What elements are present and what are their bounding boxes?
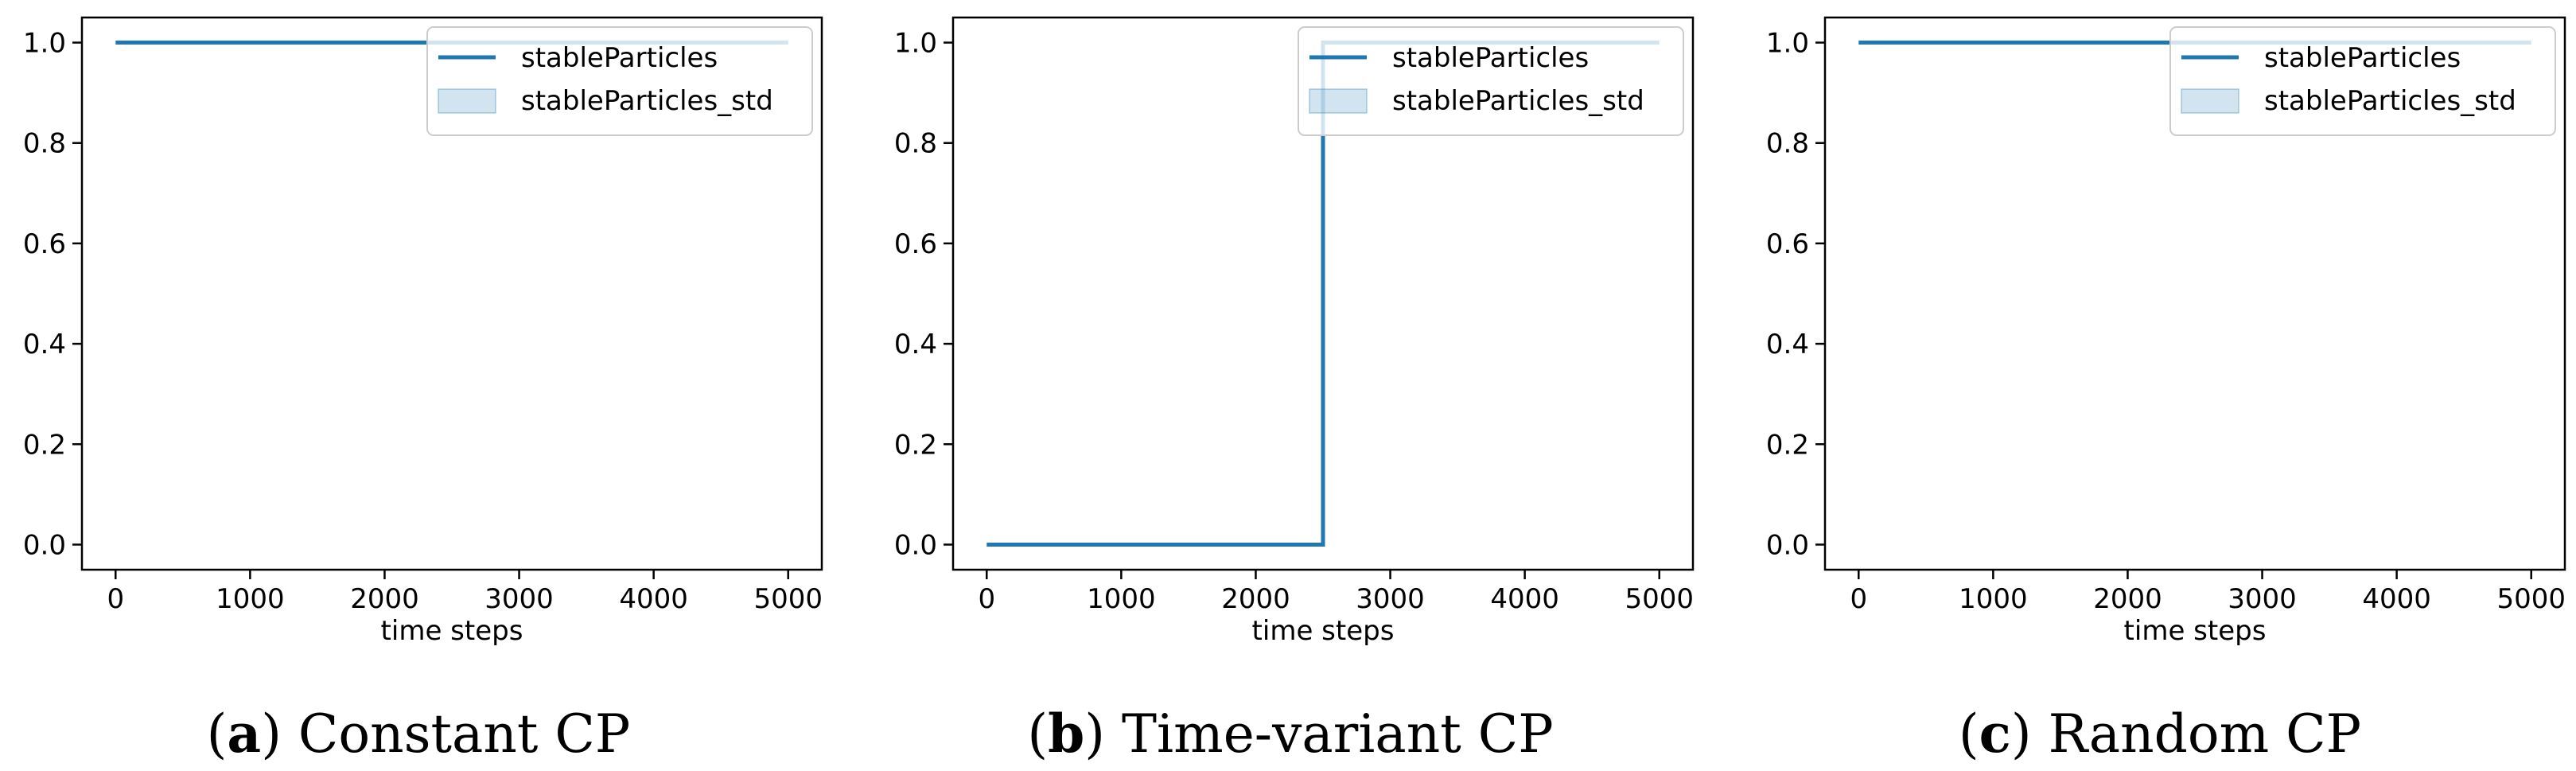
x-tick-label: 0	[978, 583, 995, 615]
x-tick-label: 4000	[2362, 583, 2431, 615]
x-tick-label: 1000	[216, 583, 285, 615]
y-tick-label: 0.8	[23, 128, 66, 160]
legend-box	[1298, 26, 1684, 136]
subfigure-caption: (c) Random CP	[1959, 703, 2361, 765]
legend-box	[2169, 26, 2556, 136]
y-tick-label: 0.0	[1766, 529, 1809, 561]
legend-label: stableParticles	[2264, 42, 2461, 74]
y-tick-label: 0.2	[894, 429, 937, 461]
x-tick-label: 5000	[2496, 583, 2566, 615]
axes-frame	[1823, 16, 2566, 571]
y-tick-label: 0.2	[23, 429, 66, 461]
y-tick-label: 1.0	[23, 28, 66, 60]
legend-label: stableParticles_std	[2264, 85, 2516, 117]
y-tick-label: 0.6	[894, 228, 937, 260]
y-tick-label: 0.8	[894, 128, 937, 160]
x-tick-label: 1000	[1087, 583, 1156, 615]
x-tick-label: 3000	[484, 583, 554, 615]
y-tick-label: 0.6	[1766, 228, 1809, 260]
x-tick-label: 0	[1850, 583, 1867, 615]
y-tick-label: 0.4	[23, 329, 66, 360]
legend-label: stableParticles	[521, 42, 718, 74]
y-tick-label: 0.4	[1766, 329, 1809, 360]
y-tick-label: 0.4	[894, 329, 937, 360]
axes-frame	[80, 16, 823, 571]
y-tick-label: 1.0	[894, 28, 937, 60]
x-tick-label: 2000	[1221, 583, 1290, 615]
x-tick-label: 0	[107, 583, 124, 615]
x-tick-label: 4000	[1490, 583, 1559, 615]
x-tick-label: 2000	[350, 583, 419, 615]
x-tick-label: 2000	[2093, 583, 2162, 615]
legend-label: stableParticles	[1392, 42, 1589, 74]
x-tick-label: 3000	[2228, 583, 2297, 615]
legend-box	[426, 26, 813, 136]
y-tick-label: 0.8	[1766, 128, 1809, 160]
chart-panel-a: 0 1000 2000 3000 4000 5000 0.0 0.2 0.4 0.6 0.8 1.0 t…	[23, 16, 823, 765]
y-tick-label: 0.2	[1766, 429, 1809, 461]
x-tick-label: 4000	[619, 583, 688, 615]
legend-band-swatch	[1309, 88, 1368, 114]
subfigure-caption: (b) Time-variant CP	[1027, 703, 1553, 765]
subfigure-caption: (a) Constant CP	[207, 703, 631, 765]
x-tick-label: 3000	[1356, 583, 1425, 615]
y-tick-label: 0.0	[894, 529, 937, 561]
x-tick-label: 5000	[753, 583, 823, 615]
legend-label: stableParticles_std	[521, 85, 773, 117]
legend-band-swatch	[438, 88, 496, 114]
x-axis-label: time steps	[381, 615, 523, 647]
x-axis-label: time steps	[1252, 615, 1395, 647]
legend-band-swatch	[2181, 88, 2239, 114]
chart-panel-b: 0 1000 2000 3000 4000 5000 0.0 0.2 0.4 0.6 0.8 1.0 t…	[894, 16, 1695, 765]
legend-label: stableParticles_std	[1392, 85, 1644, 117]
x-axis-label: time steps	[2124, 615, 2267, 647]
y-tick-label: 1.0	[1766, 28, 1809, 60]
x-tick-label: 1000	[1959, 583, 2028, 615]
x-tick-label: 5000	[1625, 583, 1694, 615]
axes-frame	[951, 16, 1695, 571]
y-tick-label: 0.6	[23, 228, 66, 260]
y-tick-label: 0.0	[23, 529, 66, 561]
chart-panel-c: 0 1000 2000 3000 4000 5000 0.0 0.2 0.4 0.6 0.8 1.0 t…	[1766, 16, 2566, 765]
